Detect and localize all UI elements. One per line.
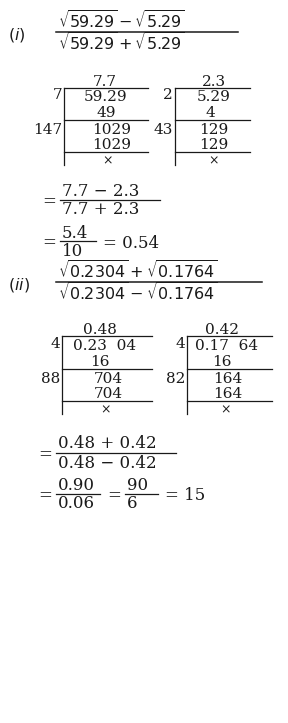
Text: 0.23  04: 0.23 04 bbox=[73, 339, 137, 353]
Text: 4: 4 bbox=[50, 337, 60, 351]
Text: ×: × bbox=[103, 155, 113, 168]
Text: $\sqrt{59.29} - \sqrt{5.29}$: $\sqrt{59.29} - \sqrt{5.29}$ bbox=[58, 11, 185, 33]
Text: 2: 2 bbox=[163, 88, 173, 102]
Text: 7.7: 7.7 bbox=[93, 75, 117, 89]
Text: 129: 129 bbox=[199, 123, 229, 137]
Text: 129: 129 bbox=[199, 138, 229, 152]
Text: $\sqrt{0.2304} + \sqrt{0.1764}$: $\sqrt{0.2304} + \sqrt{0.1764}$ bbox=[58, 261, 218, 283]
Text: 82: 82 bbox=[166, 372, 185, 386]
Text: ×: × bbox=[209, 155, 219, 168]
Text: $\mathit{(i)}$: $\mathit{(i)}$ bbox=[8, 26, 26, 44]
Text: 90: 90 bbox=[127, 477, 148, 495]
Text: 1029: 1029 bbox=[92, 123, 132, 137]
Text: 5.4: 5.4 bbox=[62, 225, 88, 241]
Text: 2.3: 2.3 bbox=[202, 75, 226, 89]
Text: = 0.54: = 0.54 bbox=[103, 234, 159, 252]
Text: =: = bbox=[42, 234, 56, 252]
Text: 43: 43 bbox=[154, 123, 173, 137]
Text: =: = bbox=[38, 447, 52, 463]
Text: 16: 16 bbox=[212, 355, 232, 369]
Text: 0.17  64: 0.17 64 bbox=[196, 339, 259, 353]
Text: 4: 4 bbox=[175, 337, 185, 351]
Text: 704: 704 bbox=[93, 372, 123, 386]
Text: 7: 7 bbox=[52, 88, 62, 102]
Text: 7.7 − 2.3: 7.7 − 2.3 bbox=[62, 184, 139, 200]
Text: 1029: 1029 bbox=[92, 138, 132, 152]
Text: 10: 10 bbox=[62, 242, 83, 260]
Text: 0.48 + 0.42: 0.48 + 0.42 bbox=[58, 435, 157, 453]
Text: 0.06: 0.06 bbox=[58, 495, 95, 513]
Text: ×: × bbox=[101, 403, 111, 416]
Text: =: = bbox=[42, 194, 56, 210]
Text: 704: 704 bbox=[93, 387, 123, 401]
Text: 147: 147 bbox=[33, 123, 62, 137]
Text: $\sqrt{0.2304} - \sqrt{0.1764}$: $\sqrt{0.2304} - \sqrt{0.1764}$ bbox=[58, 283, 218, 305]
Text: ×: × bbox=[221, 403, 231, 416]
Text: 164: 164 bbox=[213, 372, 242, 386]
Text: 16: 16 bbox=[90, 355, 110, 369]
Text: $\mathit{(ii)}$: $\mathit{(ii)}$ bbox=[8, 276, 30, 294]
Text: 0.42: 0.42 bbox=[205, 323, 239, 337]
Text: =: = bbox=[107, 487, 121, 505]
Text: 0.48 − 0.42: 0.48 − 0.42 bbox=[58, 455, 157, 471]
Text: 7.7 + 2.3: 7.7 + 2.3 bbox=[62, 202, 139, 218]
Text: 0.48: 0.48 bbox=[83, 323, 117, 337]
Text: 6: 6 bbox=[127, 495, 137, 513]
Text: 0.90: 0.90 bbox=[58, 477, 95, 495]
Text: 164: 164 bbox=[213, 387, 242, 401]
Text: 5.29: 5.29 bbox=[197, 90, 231, 104]
Text: 88: 88 bbox=[41, 372, 60, 386]
Text: 59.29: 59.29 bbox=[84, 90, 128, 104]
Text: =: = bbox=[38, 487, 52, 505]
Text: 4: 4 bbox=[205, 106, 215, 120]
Text: $\sqrt{59.29} + \sqrt{5.29}$: $\sqrt{59.29} + \sqrt{5.29}$ bbox=[58, 33, 185, 55]
Text: = 15: = 15 bbox=[165, 487, 205, 505]
Text: 49: 49 bbox=[96, 106, 116, 120]
